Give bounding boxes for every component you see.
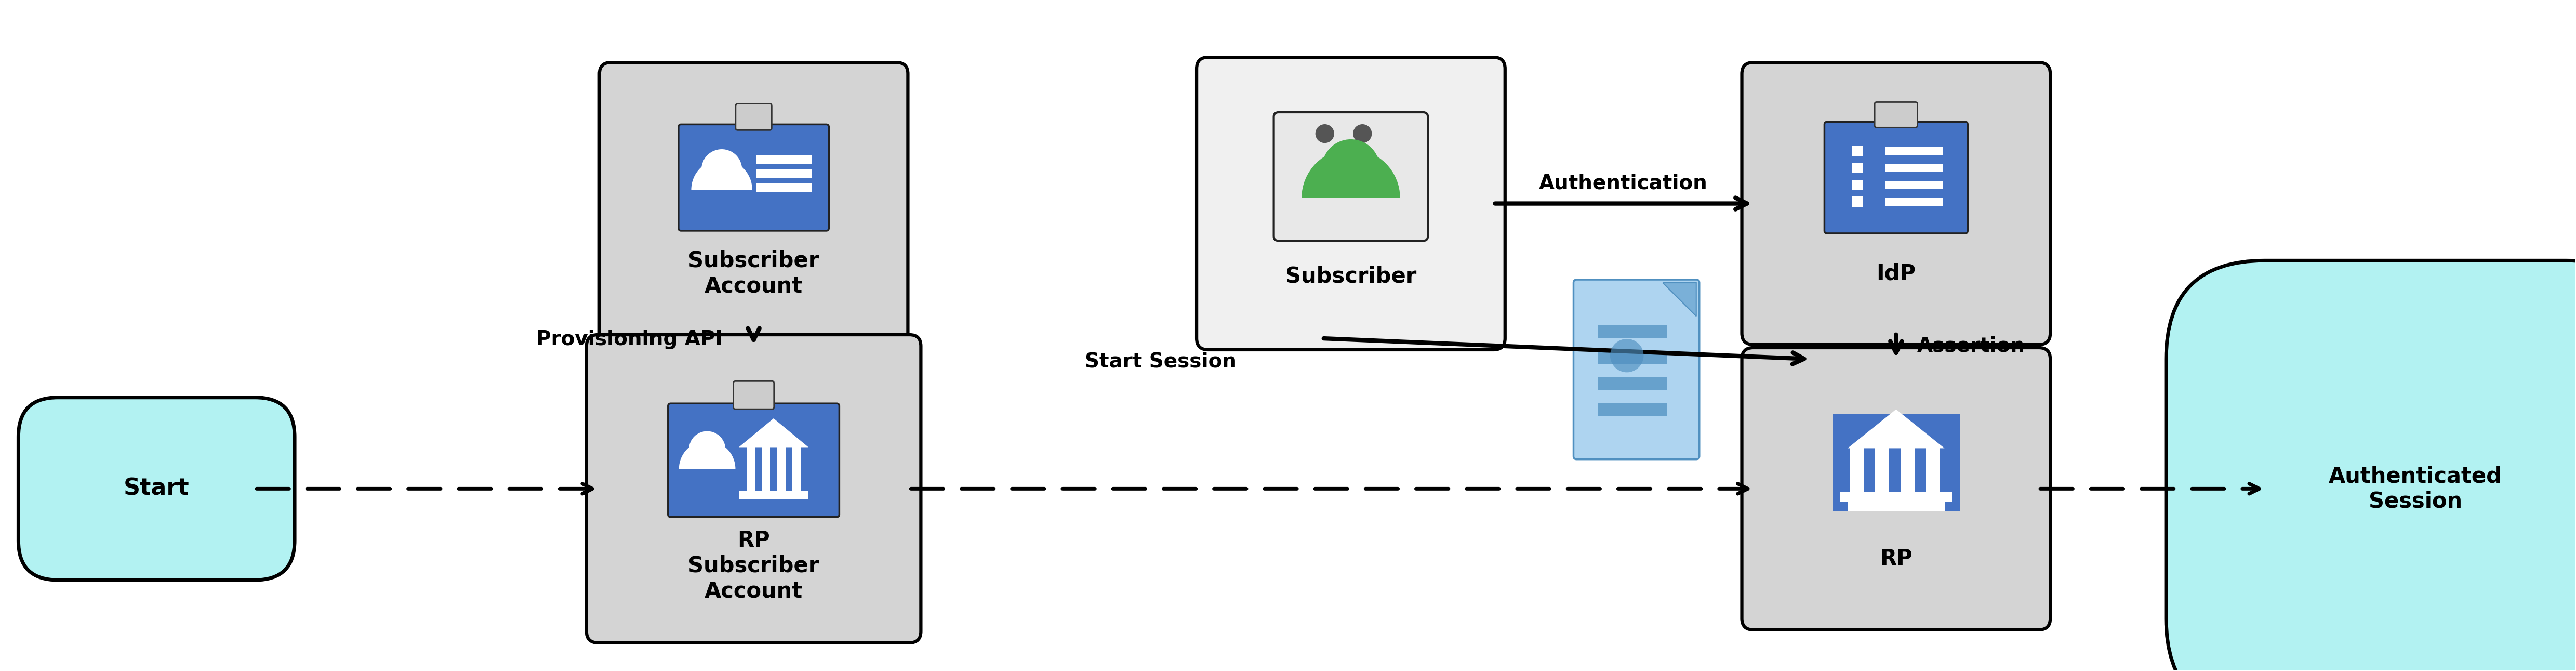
- Bar: [1875, 448, 1888, 504]
- Circle shape: [701, 149, 742, 190]
- FancyBboxPatch shape: [1875, 102, 1917, 127]
- Bar: [1852, 162, 1862, 173]
- Bar: [1597, 403, 1667, 416]
- FancyBboxPatch shape: [600, 62, 907, 345]
- Text: Assertion: Assertion: [1917, 336, 2025, 356]
- Bar: [1886, 181, 1942, 189]
- Polygon shape: [1662, 282, 1695, 316]
- Text: RP: RP: [1880, 548, 1911, 570]
- Bar: [747, 448, 755, 493]
- Bar: [1886, 198, 1942, 206]
- Bar: [739, 491, 809, 499]
- Circle shape: [1321, 140, 1381, 197]
- FancyBboxPatch shape: [1574, 280, 1700, 459]
- Bar: [1597, 325, 1667, 338]
- Bar: [1886, 147, 1942, 155]
- Circle shape: [1610, 339, 1643, 372]
- Wedge shape: [690, 159, 752, 190]
- Text: Provisioning API: Provisioning API: [536, 329, 721, 350]
- FancyBboxPatch shape: [1741, 62, 2050, 345]
- Text: Authentication: Authentication: [1538, 173, 1708, 193]
- FancyBboxPatch shape: [18, 397, 294, 580]
- FancyBboxPatch shape: [1824, 122, 1968, 234]
- Text: Start Session: Start Session: [1084, 352, 1236, 372]
- Bar: [1852, 146, 1862, 156]
- Polygon shape: [1847, 409, 1945, 448]
- Text: RP
Subscriber
Account: RP Subscriber Account: [688, 529, 819, 602]
- Bar: [778, 448, 786, 493]
- Bar: [757, 155, 811, 164]
- Bar: [1927, 448, 1940, 504]
- FancyBboxPatch shape: [677, 124, 829, 231]
- Bar: [1839, 492, 1953, 502]
- Text: Subscriber: Subscriber: [1285, 266, 1417, 287]
- FancyBboxPatch shape: [2166, 260, 2576, 671]
- Bar: [757, 169, 811, 178]
- Bar: [1850, 448, 1862, 504]
- FancyBboxPatch shape: [1832, 414, 1960, 511]
- Bar: [1901, 448, 1914, 504]
- Bar: [1886, 164, 1942, 172]
- Text: Start: Start: [124, 478, 191, 500]
- Bar: [1847, 502, 1945, 511]
- Wedge shape: [1301, 149, 1401, 198]
- Polygon shape: [739, 419, 809, 448]
- Bar: [757, 183, 811, 192]
- Text: Subscriber
Account: Subscriber Account: [688, 250, 819, 297]
- FancyBboxPatch shape: [737, 104, 773, 130]
- Bar: [1597, 377, 1667, 390]
- Bar: [1852, 197, 1862, 207]
- Circle shape: [688, 431, 726, 468]
- Bar: [762, 448, 770, 493]
- FancyBboxPatch shape: [667, 403, 840, 517]
- FancyBboxPatch shape: [1273, 112, 1427, 241]
- Bar: [1597, 351, 1667, 364]
- Bar: [793, 448, 801, 493]
- Circle shape: [1316, 124, 1334, 143]
- FancyBboxPatch shape: [1198, 57, 1504, 350]
- Wedge shape: [680, 441, 734, 469]
- FancyBboxPatch shape: [587, 335, 920, 643]
- Bar: [1852, 180, 1862, 191]
- FancyBboxPatch shape: [1741, 348, 2050, 630]
- Text: IdP: IdP: [1875, 262, 1917, 285]
- FancyBboxPatch shape: [734, 381, 773, 409]
- Text: Authenticated
Session: Authenticated Session: [2329, 465, 2501, 512]
- Circle shape: [1352, 124, 1373, 143]
